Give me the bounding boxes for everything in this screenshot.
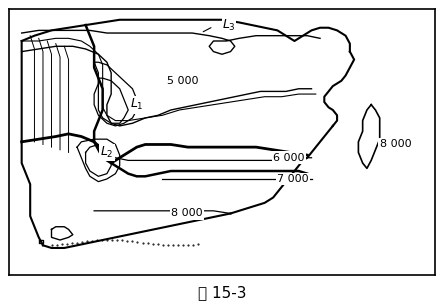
Text: $L_1$: $L_1$ [130,97,143,112]
Text: 5 000: 5 000 [166,76,198,86]
Text: 6 000: 6 000 [273,153,305,163]
Text: 8 000: 8 000 [380,139,411,149]
Text: 图 15-3: 图 15-3 [198,285,246,300]
Text: 8 000: 8 000 [171,209,202,218]
Text: 7 000: 7 000 [278,174,309,184]
Text: $L_3$: $L_3$ [222,17,236,33]
Text: $L_2$: $L_2$ [100,145,114,160]
